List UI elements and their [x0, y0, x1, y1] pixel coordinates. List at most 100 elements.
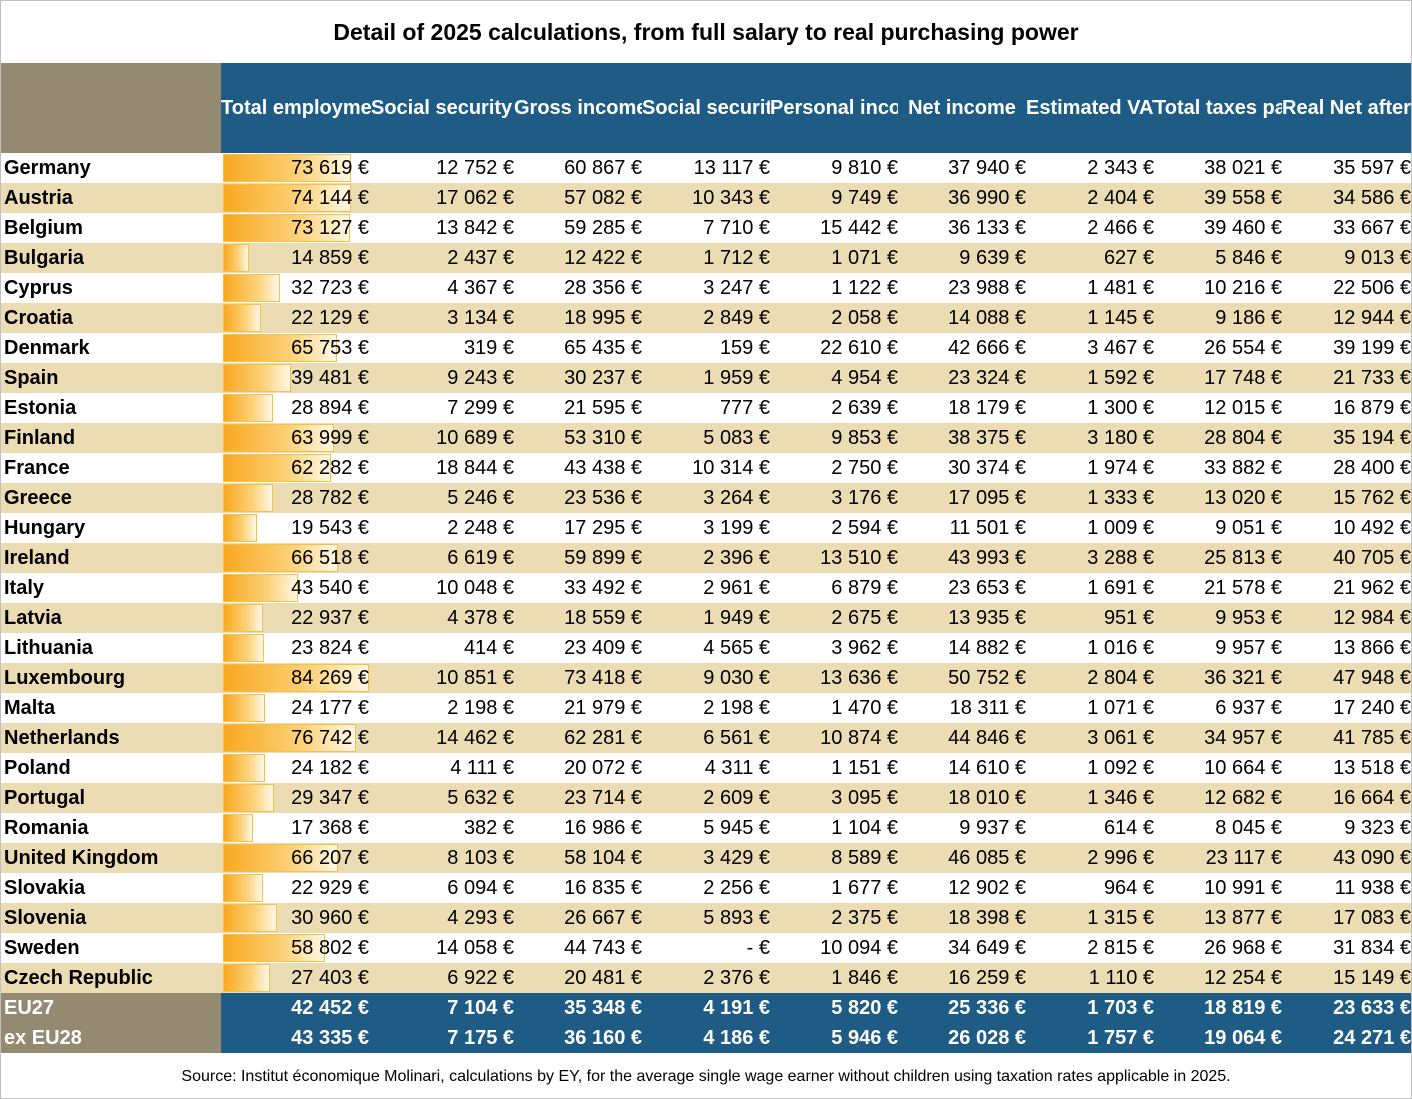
data-bar — [223, 964, 270, 992]
column-header: Estimated VAT — [1026, 63, 1154, 153]
table-cell: 12 944 € — [1282, 303, 1411, 333]
table-cell: 38 375 € — [898, 423, 1026, 453]
cell-value: 84 269 € — [291, 667, 369, 689]
table-cell: 4 378 € — [371, 603, 514, 633]
table-row: Germany 73 619 €12 752 €60 867 €13 117 €9… — [1, 153, 1411, 183]
total-cell: 5 820 € — [770, 993, 898, 1023]
cell-value: 62 282 € — [291, 457, 369, 479]
table-cell: 1 145 € — [1026, 303, 1154, 333]
table-cell: 3 429 € — [642, 843, 770, 873]
total-employment-cost-cell: 28 782 € — [221, 483, 371, 513]
total-employment-cost-cell: 62 282 € — [221, 453, 371, 483]
table-cell: 36 321 € — [1154, 663, 1282, 693]
table-cell: 4 111 € — [371, 753, 514, 783]
data-bar — [223, 904, 277, 932]
table-row: Latvia 22 937 €4 378 €18 559 €1 949 €2 67… — [1, 603, 1411, 633]
total-employment-cost-cell: 73 127 € — [221, 213, 371, 243]
table-cell: 17 240 € — [1282, 693, 1411, 723]
table-totals: EU27 42 452 €7 104 €35 348 €4 191 €5 820 … — [1, 993, 1411, 1053]
table-cell: 2 198 € — [642, 693, 770, 723]
table-cell: 73 418 € — [514, 663, 642, 693]
cell-value: 28 894 € — [291, 397, 369, 419]
cell-value: 74 144 € — [291, 187, 369, 209]
table-cell: 627 € — [1026, 243, 1154, 273]
table-cell: - € — [642, 933, 770, 963]
table-cell: 16 879 € — [1282, 393, 1411, 423]
table-cell: 43 438 € — [514, 453, 642, 483]
data-bar — [223, 364, 291, 392]
table-row: Portugal 29 347 €5 632 €23 714 €2 609 €3 … — [1, 783, 1411, 813]
table-cell: 13 842 € — [371, 213, 514, 243]
table-row: Slovakia 22 929 €6 094 €16 835 €2 256 €1 … — [1, 873, 1411, 903]
table-row: Finland 63 999 €10 689 €53 310 €5 083 €9 … — [1, 423, 1411, 453]
table-cell: 777 € — [642, 393, 770, 423]
table-cell: 30 237 € — [514, 363, 642, 393]
table-cell: 3 199 € — [642, 513, 770, 543]
table-cell: 60 867 € — [514, 153, 642, 183]
table-cell: 58 104 € — [514, 843, 642, 873]
cell-value: 23 824 € — [291, 637, 369, 659]
table-cell: 4 311 € — [642, 753, 770, 783]
table-row: Malta 24 177 €2 198 €21 979 €2 198 €1 470… — [1, 693, 1411, 723]
table-cell: 9 030 € — [642, 663, 770, 693]
table-cell: 13 117 € — [642, 153, 770, 183]
table-cell: 4 367 € — [371, 273, 514, 303]
country-name: Croatia — [1, 303, 221, 333]
total-employment-cost-cell: 22 129 € — [221, 303, 371, 333]
table-row: Netherlands 76 742 €14 462 €62 281 €6 561… — [1, 723, 1411, 753]
table-cell: 9 323 € — [1282, 813, 1411, 843]
cell-value: 73 127 € — [291, 217, 369, 239]
table-cell: 1 974 € — [1026, 453, 1154, 483]
data-bar — [223, 604, 263, 632]
cell-value: 66 207 € — [291, 847, 369, 869]
data-bar — [223, 424, 334, 452]
country-name: Austria — [1, 183, 221, 213]
table-cell: 3 467 € — [1026, 333, 1154, 363]
column-header: Net income — [898, 63, 1026, 153]
cell-value: 28 782 € — [291, 487, 369, 509]
table-row: Hungary 19 543 €2 248 €17 295 €3 199 €2 5… — [1, 513, 1411, 543]
table-cell: 7 299 € — [371, 393, 514, 423]
country-name: Cyprus — [1, 273, 221, 303]
table-cell: 5 893 € — [642, 903, 770, 933]
table-row: Slovenia 30 960 €4 293 €26 667 €5 893 €2 … — [1, 903, 1411, 933]
table-cell: 65 435 € — [514, 333, 642, 363]
total-cell: 19 064 € — [1154, 1023, 1282, 1053]
table-cell: 1 346 € — [1026, 783, 1154, 813]
table-cell: 6 922 € — [371, 963, 514, 993]
table-cell: 1 470 € — [770, 693, 898, 723]
table-cell: 17 083 € — [1282, 903, 1411, 933]
table-cell: 1 009 € — [1026, 513, 1154, 543]
country-name: Lithuania — [1, 633, 221, 663]
table-cell: 2 376 € — [642, 963, 770, 993]
table-cell: 34 649 € — [898, 933, 1026, 963]
total-cell: 43 335 € — [221, 1023, 371, 1053]
cell-value: 76 742 € — [291, 727, 369, 749]
table-cell: 12 015 € — [1154, 393, 1282, 423]
table-cell: 1 151 € — [770, 753, 898, 783]
table-cell: 22 506 € — [1282, 273, 1411, 303]
data-bar — [223, 574, 298, 602]
table-cell: 26 968 € — [1154, 933, 1282, 963]
table-cell: 21 962 € — [1282, 573, 1411, 603]
table-cell: 2 609 € — [642, 783, 770, 813]
table-row: Luxembourg 84 269 €10 851 €73 418 €9 030 … — [1, 663, 1411, 693]
table-cell: 4 565 € — [642, 633, 770, 663]
table-cell: 964 € — [1026, 873, 1154, 903]
country-name: Netherlands — [1, 723, 221, 753]
table-cell: 1 122 € — [770, 273, 898, 303]
table-cell: 46 085 € — [898, 843, 1026, 873]
table-cell: 11 938 € — [1282, 873, 1411, 903]
table-cell: 21 733 € — [1282, 363, 1411, 393]
table-cell: 3 962 € — [770, 633, 898, 663]
table-cell: 23 117 € — [1154, 843, 1282, 873]
table-cell: 3 180 € — [1026, 423, 1154, 453]
table-cell: 23 653 € — [898, 573, 1026, 603]
country-name: Greece — [1, 483, 221, 513]
table-cell: 33 492 € — [514, 573, 642, 603]
table-cell: 15 149 € — [1282, 963, 1411, 993]
data-bar — [223, 244, 249, 272]
table-cell: 25 813 € — [1154, 543, 1282, 573]
data-bar — [223, 454, 331, 482]
table-cell: 13 935 € — [898, 603, 1026, 633]
